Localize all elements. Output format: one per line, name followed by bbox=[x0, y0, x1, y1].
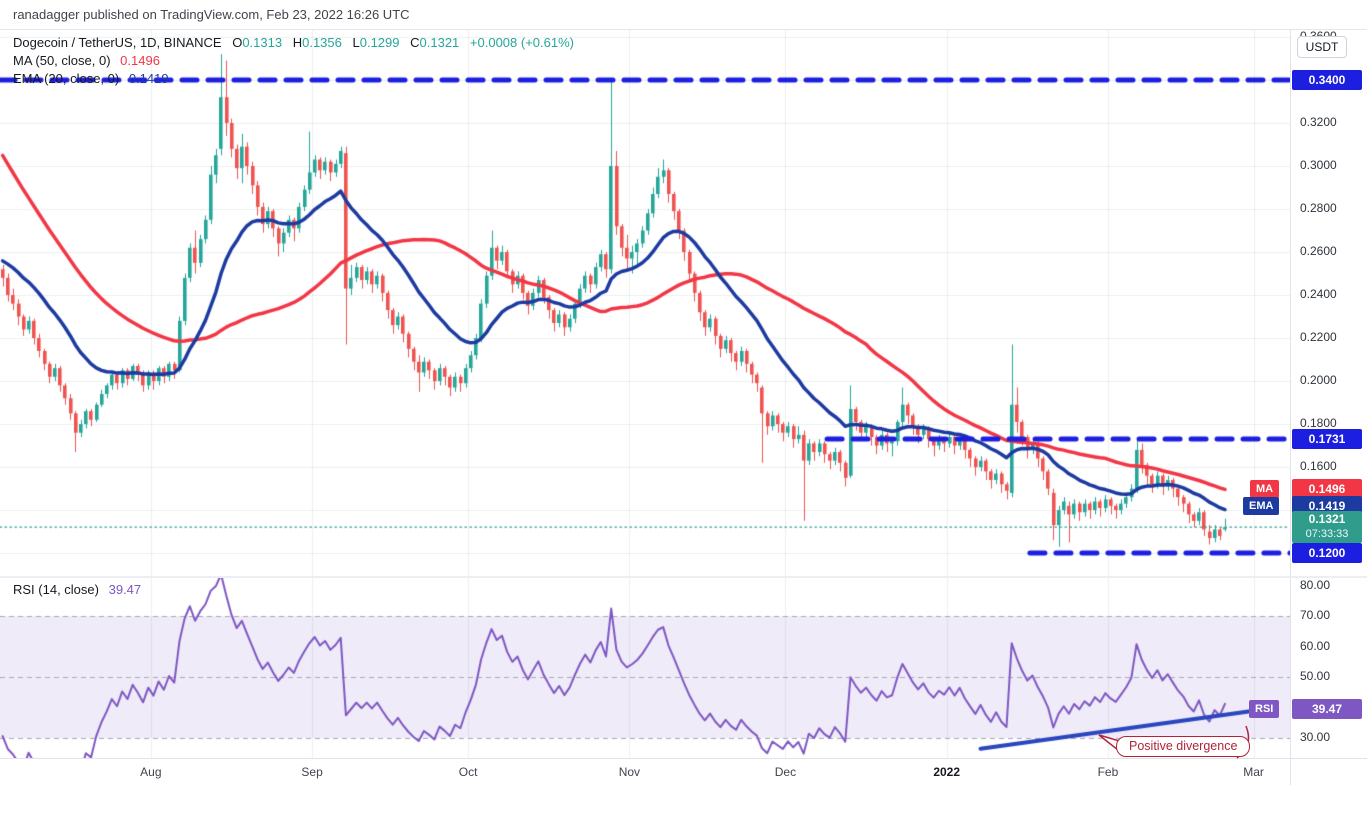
price-axis-separator bbox=[1290, 30, 1291, 785]
ma-axis-tag: MA bbox=[1250, 480, 1280, 499]
rsi-axis-tag: RSI bbox=[1249, 700, 1280, 719]
rsi-tick-label: 80.00 bbox=[1300, 577, 1331, 592]
price-pane-canvas[interactable] bbox=[0, 30, 1290, 576]
level-badge-0-1200: 0.1200 bbox=[1292, 543, 1362, 564]
rsi-legend-value: 39.47 bbox=[108, 582, 142, 597]
publish-byline: ranadagger published on TradingView.com,… bbox=[13, 7, 410, 22]
ema-legend-label: EMA (20, close, 0) bbox=[13, 71, 120, 86]
pane-resize-handle[interactable] bbox=[0, 576, 1367, 578]
price-tick-label: 0.2000 bbox=[1300, 373, 1337, 388]
ohlc-open-value: 0.1313 bbox=[242, 35, 283, 50]
ma-legend-value: 0.1496 bbox=[120, 53, 160, 68]
ohlc-close-value: 0.1321 bbox=[419, 35, 460, 50]
last-price-badge: 0.1321 07:33:33 bbox=[1292, 511, 1362, 544]
ma-axis-value: 0.1496 bbox=[1292, 479, 1362, 500]
footer-bar: TradingView bbox=[0, 785, 1367, 822]
time-axis-separator bbox=[0, 758, 1367, 759]
time-axis-label-Nov: Nov bbox=[618, 765, 641, 779]
ema-axis-tag: EMA bbox=[1243, 497, 1280, 515]
ema-legend-row[interactable]: EMA (20, close, 0) 0.1419 bbox=[13, 71, 169, 86]
ema-axis-value: 0.1419 bbox=[1292, 496, 1362, 516]
last-price-value: 0.1321 bbox=[1308, 512, 1346, 527]
level-badge-0-3400: 0.3400 bbox=[1292, 70, 1362, 90]
ohlc-low-value: 0.1299 bbox=[359, 35, 400, 50]
price-tick-label: 0.3000 bbox=[1300, 158, 1337, 173]
symbol-title: Dogecoin / TetherUS, 1D, BINANCE bbox=[13, 35, 222, 50]
time-axis-label-Feb: Feb bbox=[1097, 765, 1119, 779]
change-value: +0.0008 (+0.61%) bbox=[469, 35, 574, 50]
rsi-legend-label: RSI (14, close) bbox=[13, 582, 99, 597]
price-tick-label: 0.2200 bbox=[1300, 330, 1337, 345]
level-badge-0-1731: 0.1731 bbox=[1292, 428, 1362, 449]
time-axis-label-Dec: Dec bbox=[774, 765, 797, 779]
price-tick-label: 0.1800 bbox=[1300, 416, 1337, 431]
ohlc-high-value: 0.1356 bbox=[302, 35, 342, 50]
price-tick-label: 0.1600 bbox=[1300, 459, 1337, 474]
ohlc-high-key: H bbox=[292, 35, 303, 50]
price-tick-label: 0.2800 bbox=[1300, 201, 1337, 216]
price-tick-label: 0.2400 bbox=[1300, 287, 1337, 302]
time-axis-label-Aug: Aug bbox=[140, 765, 162, 779]
publish-header: ranadagger published on TradingView.com,… bbox=[0, 0, 1367, 29]
symbol-legend-row[interactable]: Dogecoin / TetherUS, 1D, BINANCE O0.1313… bbox=[13, 35, 574, 50]
rsi-tick-label: 70.00 bbox=[1300, 608, 1331, 622]
time-axis-label-Sep: Sep bbox=[301, 765, 323, 779]
rsi-tick-label: 50.00 bbox=[1300, 669, 1331, 683]
chart-frame bbox=[0, 29, 1367, 785]
time-axis-label-Mar: Mar bbox=[1243, 765, 1264, 779]
currency-toggle-button[interactable]: USDT bbox=[1297, 36, 1347, 58]
price-tick-label: 0.2600 bbox=[1300, 244, 1337, 259]
time-axis-label-Oct: Oct bbox=[458, 765, 478, 779]
price-tick-label: 0.3200 bbox=[1300, 115, 1337, 129]
ohlc-close-key: C bbox=[410, 35, 420, 50]
rsi-tick-label: 60.00 bbox=[1300, 638, 1331, 653]
positive-divergence-callout[interactable]: Positive divergence bbox=[1116, 736, 1251, 757]
rsi-tick-label: 30.00 bbox=[1300, 730, 1331, 744]
bar-close-countdown: 07:33:33 bbox=[1305, 528, 1349, 541]
ohlc-low-key: L bbox=[352, 35, 360, 50]
ohlc-open-key: O bbox=[232, 35, 243, 50]
ma-legend-label: MA (50, close, 0) bbox=[13, 53, 111, 68]
rsi-legend-row[interactable]: RSI (14, close) 39.47 bbox=[13, 582, 141, 597]
rsi-axis-value: 39.47 bbox=[1292, 699, 1362, 720]
time-axis-label-2022: 2022 bbox=[933, 765, 961, 779]
ema-legend-value: 0.1419 bbox=[128, 71, 169, 86]
ma-legend-row[interactable]: MA (50, close, 0) 0.1496 bbox=[13, 53, 160, 68]
rsi-pane-canvas[interactable] bbox=[0, 578, 1290, 758]
